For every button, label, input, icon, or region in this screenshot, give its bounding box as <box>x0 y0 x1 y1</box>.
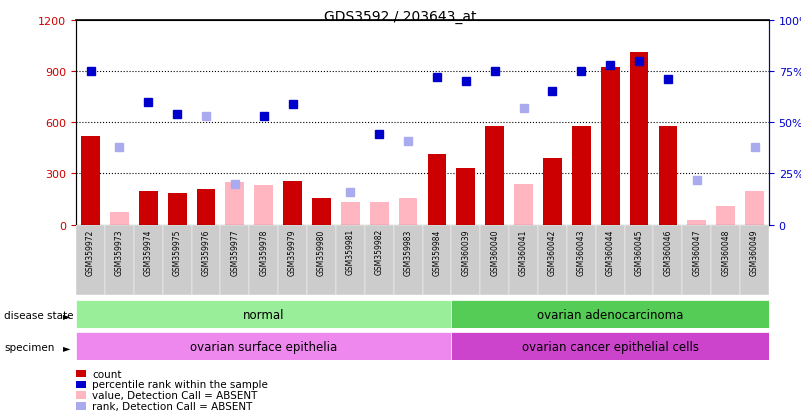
Bar <box>509 225 538 295</box>
Bar <box>191 225 220 295</box>
Bar <box>625 225 654 295</box>
Bar <box>745 192 764 225</box>
Text: GDS3592 / 203643_at: GDS3592 / 203643_at <box>324 10 477 24</box>
Bar <box>249 225 278 295</box>
Text: rank, Detection Call = ABSENT: rank, Detection Call = ABSENT <box>92 401 252 411</box>
Text: ovarian surface epithelia: ovarian surface epithelia <box>190 340 337 353</box>
Bar <box>716 206 735 225</box>
Bar <box>399 199 417 225</box>
Text: GSM360048: GSM360048 <box>721 229 731 275</box>
Text: percentile rank within the sample: percentile rank within the sample <box>92 380 268 389</box>
Text: value, Detection Call = ABSENT: value, Detection Call = ABSENT <box>92 390 257 400</box>
Bar <box>167 194 187 225</box>
Text: specimen: specimen <box>4 342 54 352</box>
Text: ►: ► <box>63 310 70 320</box>
Bar <box>452 300 769 328</box>
Bar <box>514 185 533 225</box>
Text: ovarian adenocarcinoma: ovarian adenocarcinoma <box>537 308 683 321</box>
Bar <box>422 225 452 295</box>
Bar <box>538 225 567 295</box>
Text: GSM359984: GSM359984 <box>433 229 441 275</box>
Bar <box>76 332 452 361</box>
Text: GSM360040: GSM360040 <box>490 229 499 275</box>
Text: GSM359982: GSM359982 <box>375 229 384 275</box>
Text: GSM359972: GSM359972 <box>86 229 95 275</box>
Text: GSM360047: GSM360047 <box>692 229 702 275</box>
Bar <box>682 225 711 295</box>
Bar <box>255 186 273 225</box>
Bar <box>543 159 562 225</box>
Bar <box>81 136 100 225</box>
Bar <box>687 220 706 225</box>
Text: GSM360045: GSM360045 <box>634 229 643 275</box>
Text: ►: ► <box>63 342 70 352</box>
Bar <box>139 192 158 225</box>
Bar <box>601 67 619 225</box>
Bar <box>572 126 590 225</box>
Bar <box>341 203 360 225</box>
Bar <box>220 225 249 295</box>
Bar <box>284 182 302 225</box>
Text: GSM360039: GSM360039 <box>461 229 470 275</box>
Text: GSM359983: GSM359983 <box>404 229 413 275</box>
Text: disease state: disease state <box>4 310 74 320</box>
Text: ovarian cancer epithelial cells: ovarian cancer epithelial cells <box>521 340 698 353</box>
Bar <box>76 300 452 328</box>
Text: GSM360044: GSM360044 <box>606 229 614 275</box>
Bar <box>658 126 678 225</box>
Text: GSM359974: GSM359974 <box>143 229 153 275</box>
Bar <box>485 127 504 225</box>
Text: count: count <box>92 369 122 379</box>
Bar <box>226 183 244 225</box>
Text: GSM359973: GSM359973 <box>115 229 124 275</box>
Bar <box>336 225 364 295</box>
Text: GSM360042: GSM360042 <box>548 229 557 275</box>
Text: GSM359979: GSM359979 <box>288 229 297 275</box>
Bar <box>76 225 105 295</box>
Bar <box>307 225 336 295</box>
Text: GSM360049: GSM360049 <box>750 229 759 275</box>
Bar <box>567 225 596 295</box>
Bar <box>452 332 769 361</box>
Text: GSM359978: GSM359978 <box>260 229 268 275</box>
Bar <box>312 199 331 225</box>
Text: normal: normal <box>243 308 284 321</box>
Text: GSM359981: GSM359981 <box>346 229 355 275</box>
Text: GSM359977: GSM359977 <box>231 229 239 275</box>
Text: GSM360041: GSM360041 <box>519 229 528 275</box>
Bar <box>596 225 625 295</box>
Bar <box>654 225 682 295</box>
Bar <box>196 189 215 225</box>
Text: GSM359976: GSM359976 <box>202 229 211 275</box>
Text: GSM360046: GSM360046 <box>663 229 672 275</box>
Bar <box>364 225 393 295</box>
Bar <box>110 212 129 225</box>
Bar <box>105 225 134 295</box>
Bar <box>163 225 191 295</box>
Bar <box>711 225 740 295</box>
Bar <box>452 225 481 295</box>
Bar <box>278 225 307 295</box>
Text: GSM360043: GSM360043 <box>577 229 586 275</box>
Bar <box>428 154 446 225</box>
Text: GSM359975: GSM359975 <box>173 229 182 275</box>
Bar <box>370 203 388 225</box>
Bar <box>457 169 475 225</box>
Bar <box>630 53 649 225</box>
Bar <box>740 225 769 295</box>
Bar <box>134 225 163 295</box>
Bar <box>481 225 509 295</box>
Bar <box>393 225 422 295</box>
Text: GSM359980: GSM359980 <box>317 229 326 275</box>
